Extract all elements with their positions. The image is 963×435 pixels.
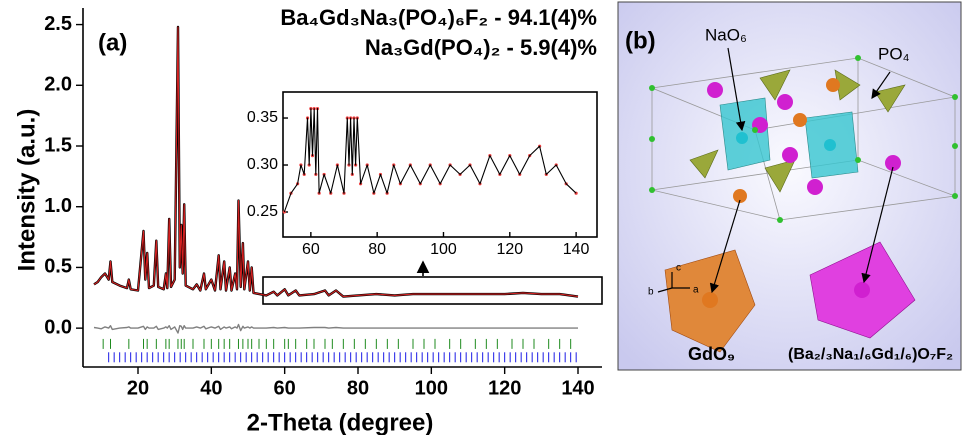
panel-label: (a) (98, 29, 127, 56)
axis-label: c (676, 263, 681, 274)
x-tick-label: 140 (563, 241, 590, 258)
y-tick-label: 1.0 (44, 195, 72, 217)
y-axis-label: Intensity (a.u.) (13, 109, 40, 272)
y-tick-label: 2.0 (44, 74, 72, 96)
x-tick-label: 100 (415, 377, 448, 399)
y-tick-label: 0.30 (247, 156, 278, 173)
x-tick-label: 80 (368, 241, 386, 258)
y-tick-label: 0.25 (247, 203, 278, 220)
panel-label: (b) (625, 27, 656, 54)
x-tick-label: 100 (430, 241, 457, 258)
x-tick-label: 20 (127, 377, 149, 399)
y-tick-label: 0.0 (44, 316, 72, 338)
x-axis-label: 2-Theta (degree) (247, 409, 434, 435)
phase-label: Na₃Gd(PO₄)₂ - 5.9(4)% (365, 35, 597, 60)
x-tick-label: 140 (561, 377, 594, 399)
inset-frame (283, 92, 597, 237)
figure: (a) 2-Theta (degree) Intensity (a.u.) (0, 0, 963, 435)
annotation: PO₄ (878, 44, 910, 63)
page: (a) 2-Theta (degree) Intensity (a.u.) (0, 0, 963, 435)
axis-label: b (648, 287, 654, 298)
x-tick-label: 60 (302, 241, 320, 258)
x-tick-label: 80 (347, 377, 369, 399)
phase-label: Ba₄Gd₃Na₃(PO₄)₆F₂ - 94.1(4)% (280, 5, 597, 30)
x-tick-label: 40 (200, 377, 222, 399)
data-line (284, 109, 576, 212)
annotation: NaO₆ (705, 25, 747, 44)
y-tick-label: 2.5 (44, 13, 72, 35)
y-tick-label: 0.5 (44, 256, 72, 278)
panel-background (618, 2, 961, 370)
y-tick-label: 1.5 (44, 134, 72, 156)
structure-panel: (b) NaO₆ PO₄ GdO₉ (Ba₂/₃Na₁/₆Gd₁/₆)O₇F₂ … (618, 2, 961, 370)
x-tick-label: 120 (488, 377, 521, 399)
zoom-box (263, 277, 602, 304)
y-tick-label: 0.35 (247, 109, 278, 126)
annotation: GdO₉ (688, 344, 735, 364)
annotation: (Ba₂/₃Na₁/₆Gd₁/₆)O₇F₂ (788, 346, 953, 363)
x-tick-label: 60 (274, 377, 296, 399)
data-line (94, 325, 578, 334)
axis-label: a (693, 285, 699, 296)
x-tick-label: 120 (496, 241, 523, 258)
